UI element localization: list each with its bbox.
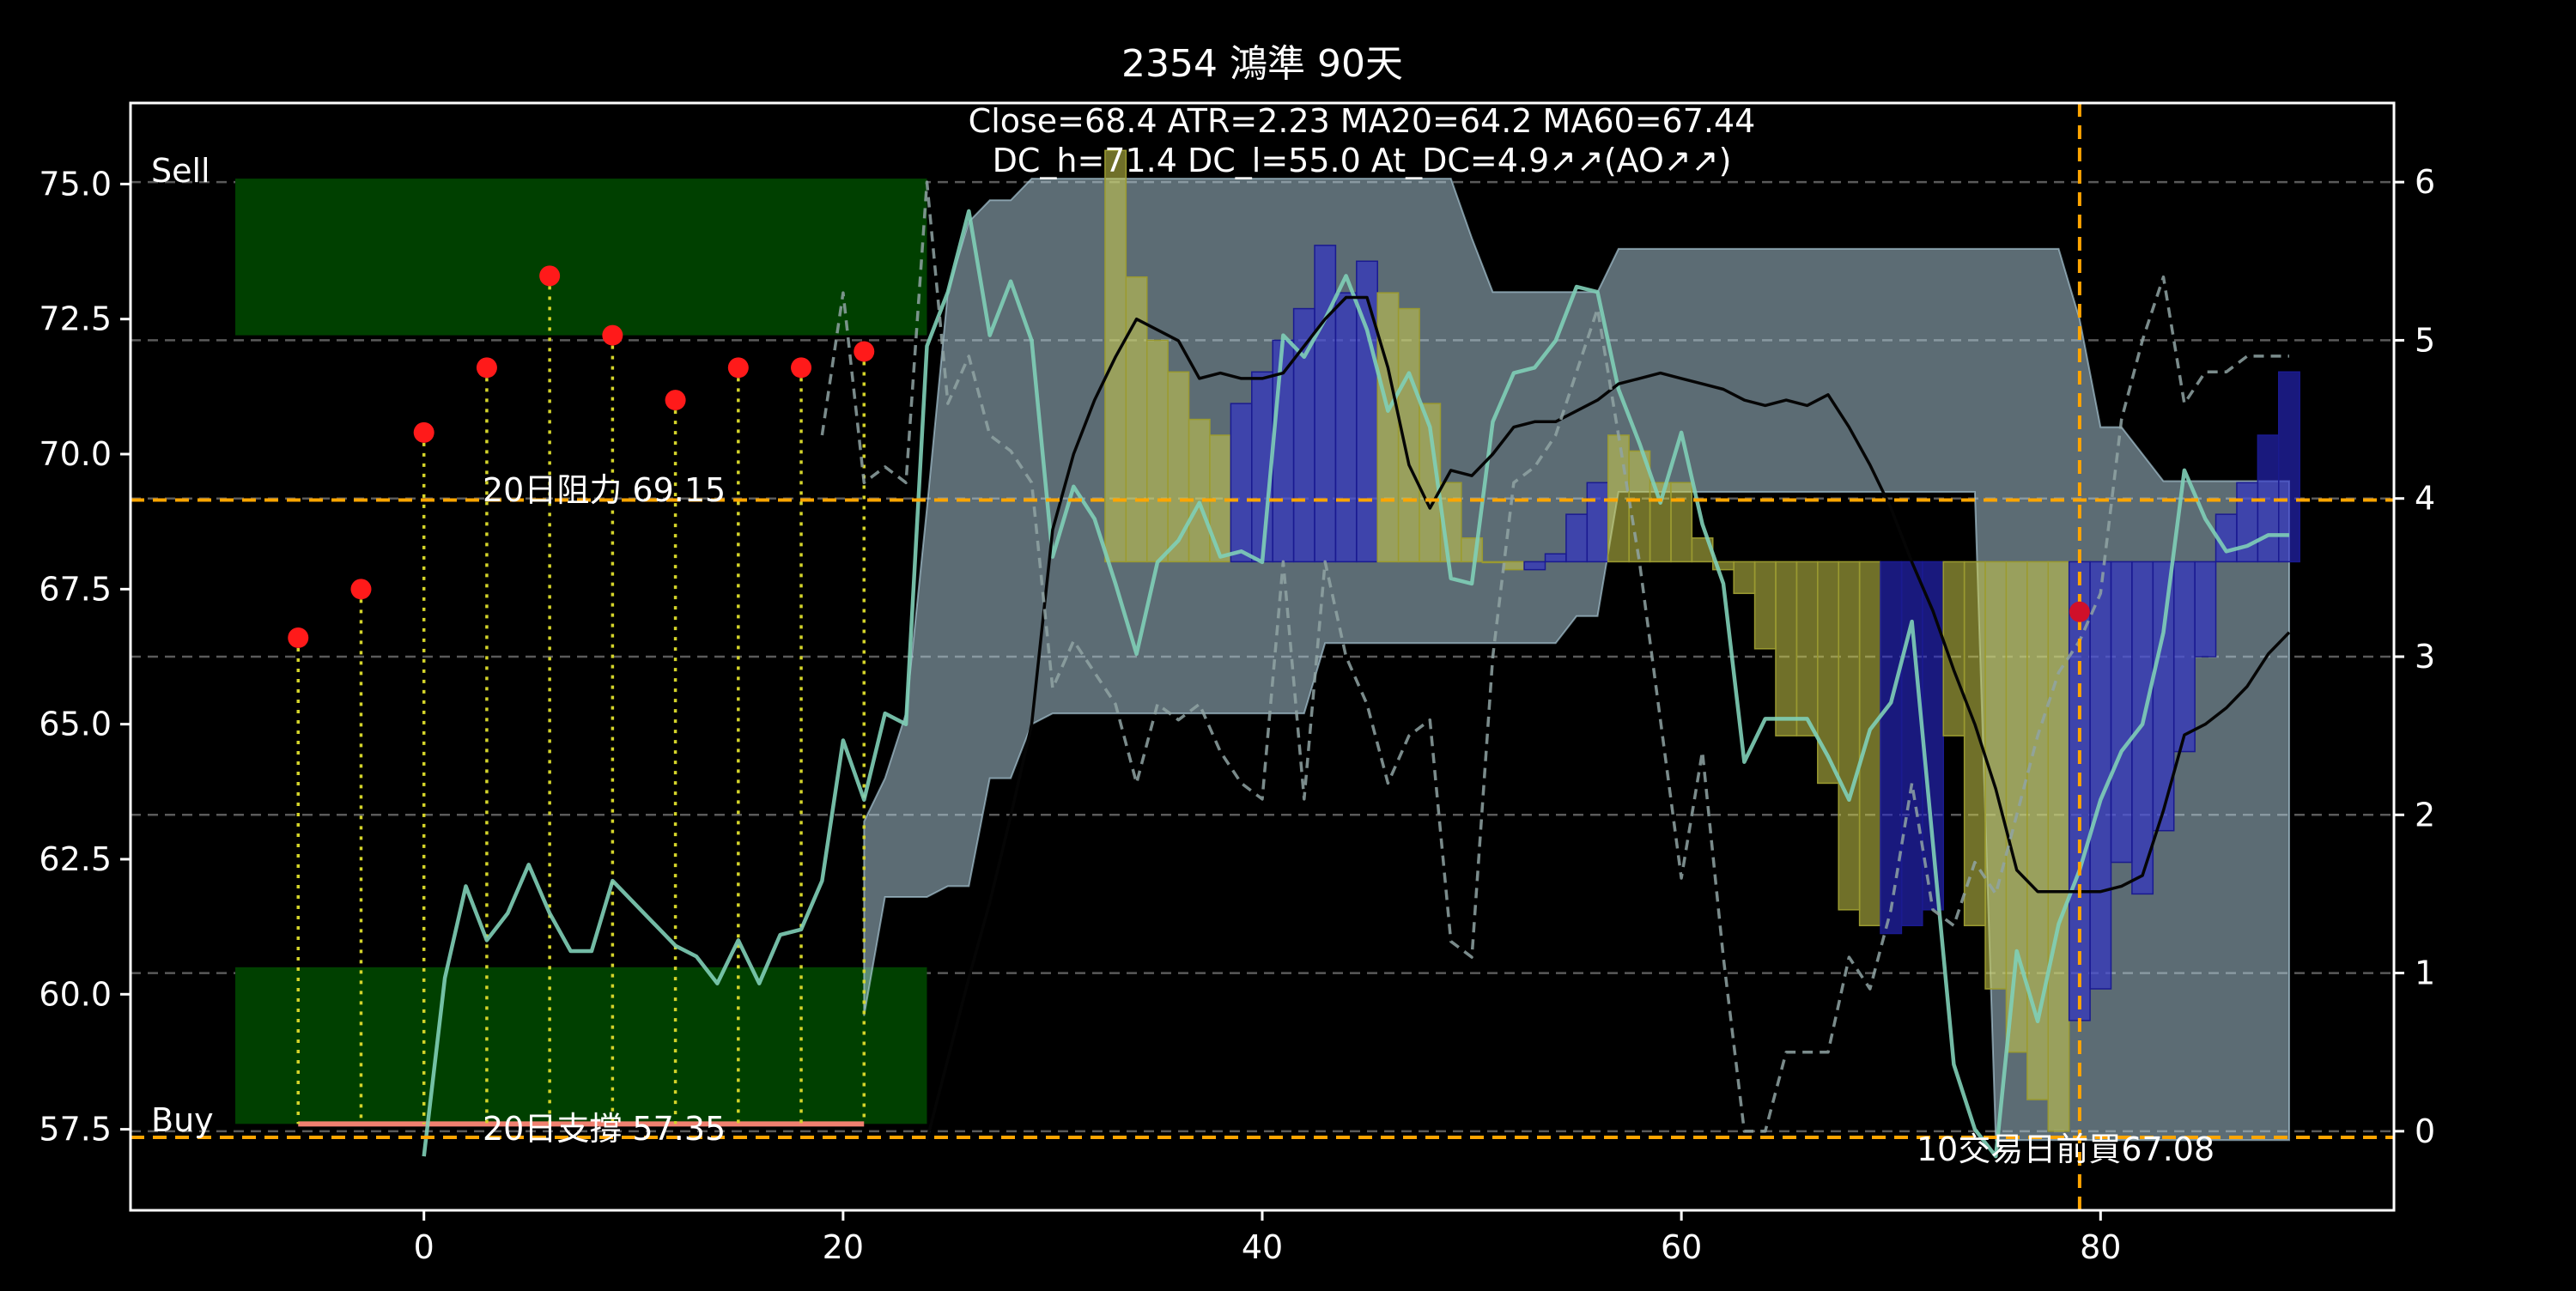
y-tick-label: 67.5 xyxy=(39,570,112,608)
histogram-bar xyxy=(1376,292,1400,563)
histogram-bar xyxy=(1502,561,1525,571)
histogram-bar xyxy=(1544,553,1567,563)
histogram-bar xyxy=(1188,418,1211,563)
buy-zone xyxy=(235,967,927,1124)
x-tick-label: 20 xyxy=(823,1228,864,1266)
histogram-bar xyxy=(1795,561,1819,736)
series-line-2 xyxy=(820,180,2289,1133)
peak-marker xyxy=(727,357,749,379)
peak-marker xyxy=(854,341,875,362)
histogram-bar xyxy=(1461,537,1484,563)
histogram-bar xyxy=(1230,403,1253,563)
x-tick-label: 60 xyxy=(1661,1228,1702,1266)
stats-line-2: DC_h=71.4 DC_l=55.0 At_DC=4.9↗↗(AO↗↗) xyxy=(993,142,1732,179)
histogram-bar xyxy=(1314,245,1337,563)
peak-marker xyxy=(602,324,623,346)
resistance-label: 20日阻力 69.15 xyxy=(483,471,726,509)
series-line-1 xyxy=(925,295,2291,1141)
histogram-bar xyxy=(1984,561,2008,990)
buy-label: Buy xyxy=(151,1101,214,1139)
histogram-bar xyxy=(1565,513,1589,563)
peak-marker xyxy=(288,627,309,648)
y-tick-label: 75.0 xyxy=(39,165,112,203)
peak-marker xyxy=(413,421,434,443)
series-line-0 xyxy=(422,209,2289,1159)
histogram-bar xyxy=(1858,561,1881,927)
histogram-bar xyxy=(1670,482,1693,563)
histogram-bar xyxy=(1649,482,1672,563)
y-tick-label: 62.5 xyxy=(39,840,112,878)
peak-marker xyxy=(791,357,812,379)
histogram-bar xyxy=(1817,561,1839,785)
y2-tick-label: 2 xyxy=(2415,796,2435,833)
histogram-bar xyxy=(2194,561,2217,658)
histogram-bar xyxy=(2089,561,2112,990)
x-tick-label: 0 xyxy=(414,1228,434,1266)
histogram-bar xyxy=(2131,561,2154,895)
histogram-bar xyxy=(2172,561,2196,753)
support-label: 20日支撐 57.35 xyxy=(483,1110,726,1148)
sell-label: Sell xyxy=(151,152,210,190)
histogram-bar xyxy=(1334,292,1358,563)
histogram-bar xyxy=(1775,561,1798,736)
donchian-band xyxy=(863,178,2290,1142)
peak-marker xyxy=(476,357,497,379)
y-tick-label: 65.0 xyxy=(39,706,112,743)
histogram-bar xyxy=(1753,561,1777,650)
histogram-bar xyxy=(1439,482,1462,563)
histogram-bar xyxy=(2026,561,2050,1100)
y2-tick-label: 1 xyxy=(2415,955,2435,992)
histogram-bar xyxy=(1733,561,1756,595)
y2-tick-label: 4 xyxy=(2415,480,2435,518)
histogram-bar xyxy=(1880,561,1903,935)
histogram-bar xyxy=(1523,561,1546,571)
histogram-bar xyxy=(2278,371,2300,563)
buy-note-label: 10交易日前買67.08 xyxy=(1917,1130,2215,1168)
histogram-bar xyxy=(1900,561,1923,927)
histogram-bar xyxy=(1586,482,1609,563)
y-tick-label: 57.5 xyxy=(39,1111,112,1149)
buy-marker xyxy=(2069,601,2090,622)
y-tick-label: 60.0 xyxy=(39,975,112,1013)
histogram-bar xyxy=(2110,561,2133,864)
histogram-bar xyxy=(1838,561,1861,911)
histogram-bar xyxy=(2047,561,2070,1132)
y-tick-label: 70.0 xyxy=(39,435,112,473)
histogram-bar xyxy=(1146,339,1169,563)
x-tick-label: 80 xyxy=(2080,1228,2121,1266)
y-tick-label: 72.5 xyxy=(39,300,112,338)
y2-tick-label: 0 xyxy=(2415,1112,2435,1150)
y2-tick-label: 3 xyxy=(2415,638,2435,676)
stats-line-1: Close=68.4 ATR=2.23 MA20=64.2 MA60=67.44 xyxy=(969,102,1756,140)
histogram-bar xyxy=(2236,482,2259,563)
y2-tick-label: 5 xyxy=(2415,321,2435,359)
y2-tick-label: 6 xyxy=(2415,163,2435,201)
peak-marker xyxy=(665,390,686,411)
peak-marker xyxy=(350,579,372,600)
sell-zone xyxy=(235,179,927,336)
histogram-bar xyxy=(2152,561,2175,832)
chart-title: 2354 鴻準 90天 xyxy=(1121,42,1403,86)
histogram-bar xyxy=(1167,371,1190,563)
peak-marker xyxy=(539,265,561,287)
histogram-bar xyxy=(1481,561,1504,564)
x-tick-label: 40 xyxy=(1242,1228,1283,1266)
